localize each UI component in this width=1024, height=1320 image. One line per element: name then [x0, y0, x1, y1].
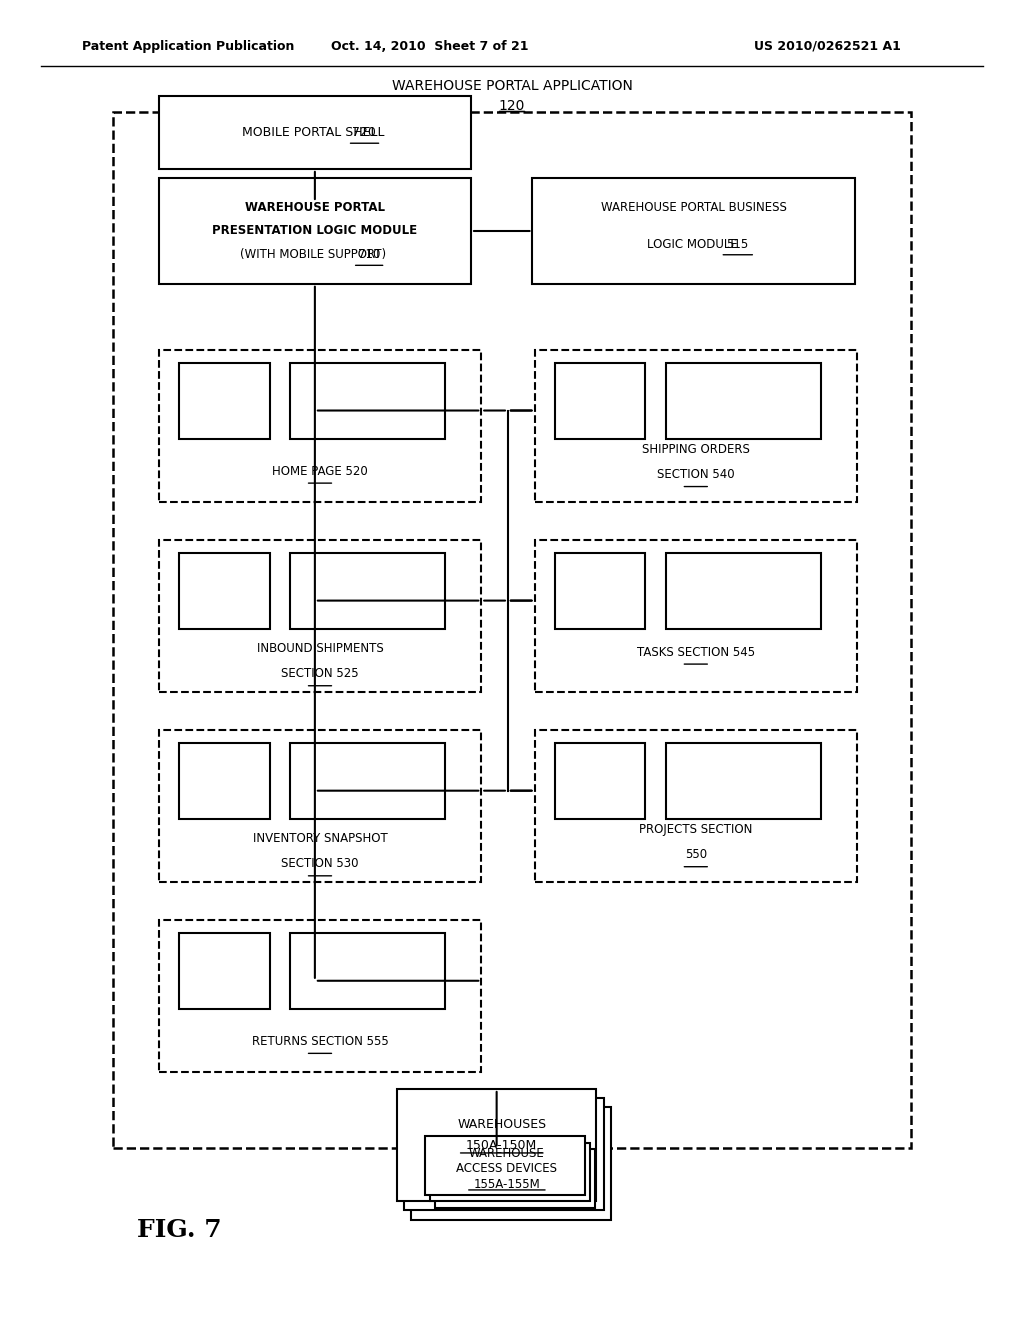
- Text: SHIPPING ORDERS: SHIPPING ORDERS: [642, 444, 750, 457]
- Bar: [159, 96, 471, 169]
- Text: Patent Application Publication: Patent Application Publication: [82, 40, 294, 53]
- Text: WAREHOUSE PORTAL BUSINESS: WAREHOUSE PORTAL BUSINESS: [601, 201, 786, 214]
- Text: 155A-155M: 155A-155M: [473, 1177, 541, 1191]
- Bar: [179, 743, 269, 818]
- Bar: [555, 553, 645, 630]
- Bar: [555, 363, 645, 438]
- Text: RETURNS SECTION 555: RETURNS SECTION 555: [252, 1035, 388, 1048]
- Bar: [159, 540, 481, 692]
- Bar: [290, 363, 444, 438]
- Bar: [535, 540, 857, 692]
- Bar: [535, 730, 857, 882]
- Bar: [159, 920, 481, 1072]
- Bar: [179, 553, 269, 630]
- Text: 150A-150M: 150A-150M: [466, 1139, 538, 1151]
- Bar: [666, 743, 820, 818]
- Bar: [159, 178, 471, 284]
- Bar: [403, 1098, 603, 1210]
- Bar: [159, 350, 481, 502]
- Text: Oct. 14, 2010  Sheet 7 of 21: Oct. 14, 2010 Sheet 7 of 21: [332, 40, 528, 53]
- Bar: [435, 1150, 595, 1208]
- Text: LOGIC MODULE: LOGIC MODULE: [646, 238, 741, 251]
- Text: 550: 550: [685, 849, 707, 862]
- Text: FIG. 7: FIG. 7: [137, 1218, 221, 1242]
- Bar: [290, 553, 444, 630]
- Text: (WITH MOBILE SUPPORT): (WITH MOBILE SUPPORT): [240, 248, 390, 261]
- Bar: [159, 730, 481, 882]
- Bar: [290, 743, 444, 818]
- Text: PROJECTS SECTION: PROJECTS SECTION: [639, 824, 753, 837]
- Text: SECTION 540: SECTION 540: [657, 469, 734, 482]
- Text: INBOUND SHIPMENTS: INBOUND SHIPMENTS: [257, 643, 383, 655]
- Text: INVENTORY SNAPSHOT: INVENTORY SNAPSHOT: [253, 833, 387, 845]
- Text: SECTION 525: SECTION 525: [282, 668, 358, 680]
- Text: 710: 710: [358, 248, 380, 261]
- Text: WAREHOUSE PORTAL: WAREHOUSE PORTAL: [245, 201, 385, 214]
- Bar: [666, 553, 820, 630]
- Text: 720: 720: [352, 127, 376, 139]
- Text: PRESENTATION LOGIC MODULE: PRESENTATION LOGIC MODULE: [212, 224, 418, 238]
- Bar: [666, 363, 820, 438]
- Text: US 2010/0262521 A1: US 2010/0262521 A1: [755, 40, 901, 53]
- Text: WAREHOUSE PORTAL APPLICATION: WAREHOUSE PORTAL APPLICATION: [391, 79, 633, 92]
- Bar: [535, 350, 857, 502]
- Bar: [532, 178, 855, 284]
- Bar: [425, 1137, 585, 1195]
- Text: 515: 515: [726, 238, 748, 251]
- Bar: [430, 1143, 590, 1201]
- Bar: [179, 933, 269, 1010]
- Text: MOBILE PORTAL SHELL: MOBILE PORTAL SHELL: [242, 127, 388, 139]
- Text: HOME PAGE 520: HOME PAGE 520: [272, 465, 368, 478]
- Bar: [113, 112, 911, 1148]
- Text: WAREHOUSES: WAREHOUSES: [457, 1118, 547, 1131]
- Bar: [555, 743, 645, 818]
- Bar: [411, 1107, 610, 1220]
- Bar: [396, 1089, 596, 1201]
- Text: WAREHOUSE: WAREHOUSE: [469, 1147, 545, 1160]
- Text: ACCESS DEVICES: ACCESS DEVICES: [457, 1162, 557, 1175]
- Text: SECTION 530: SECTION 530: [282, 858, 358, 870]
- Text: TASKS SECTION 545: TASKS SECTION 545: [637, 645, 755, 659]
- Bar: [179, 363, 269, 438]
- Text: 120: 120: [499, 99, 525, 112]
- Bar: [290, 933, 444, 1010]
